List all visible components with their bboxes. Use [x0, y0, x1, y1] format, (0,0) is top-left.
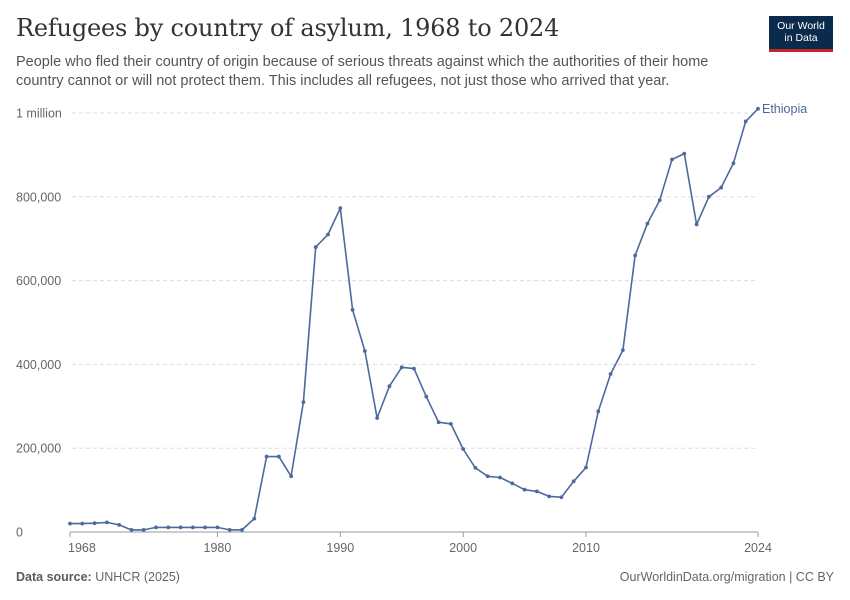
chart-subtitle: People who fled their country of origin … [16, 54, 709, 89]
data-point[interactable] [498, 475, 502, 480]
data-point[interactable] [190, 525, 195, 530]
data-point[interactable] [756, 106, 760, 111]
data-point[interactable] [166, 525, 171, 530]
data-point[interactable] [240, 528, 244, 532]
data-point[interactable] [719, 185, 724, 190]
data-point[interactable] [743, 119, 748, 124]
data-point[interactable] [399, 365, 404, 370]
x-tick-label: 2024 [744, 541, 772, 555]
data-point[interactable] [522, 487, 527, 492]
data-point[interactable] [80, 521, 85, 526]
data-source: Data source: UNHCR (2025) [16, 570, 180, 584]
chart-title: Refugees by country of asylum, 1968 to 2… [16, 14, 560, 42]
data-point[interactable] [301, 400, 306, 405]
data-point[interactable] [473, 465, 478, 470]
data-point[interactable] [694, 222, 699, 227]
series-label: Ethiopia [762, 102, 807, 116]
gridlines [72, 112, 758, 449]
data-point[interactable] [608, 372, 613, 376]
data-point[interactable] [510, 481, 515, 486]
data-point[interactable] [68, 521, 72, 526]
data-point[interactable] [645, 221, 650, 226]
data-source-value: UNHCR (2025) [95, 570, 180, 584]
data-point[interactable] [117, 522, 122, 527]
x-tick-label: 1990 [326, 541, 354, 555]
x-tick-label: 2000 [449, 541, 477, 555]
data-point[interactable] [338, 206, 343, 211]
data-point[interactable] [215, 525, 220, 530]
data-point[interactable] [485, 474, 490, 479]
data-point[interactable] [387, 384, 392, 389]
data-point[interactable] [252, 516, 257, 521]
data-point[interactable] [682, 151, 687, 156]
data-point[interactable] [129, 528, 134, 532]
data-point[interactable] [375, 416, 380, 420]
data-point[interactable] [264, 454, 269, 459]
data-point[interactable] [424, 394, 429, 399]
data-point[interactable] [547, 494, 552, 499]
data-point[interactable] [633, 253, 638, 258]
x-tick-label: 1980 [204, 541, 232, 555]
data-point[interactable] [461, 447, 466, 451]
data-point[interactable] [178, 525, 183, 530]
data-point[interactable] [584, 465, 588, 470]
series-group: Ethiopia [68, 102, 807, 532]
data-point[interactable] [203, 525, 208, 530]
owid-logo[interactable]: Our World in Data [769, 16, 833, 52]
y-tick-label: 1 million [16, 107, 62, 121]
data-point[interactable] [559, 495, 564, 500]
data-point[interactable] [620, 348, 625, 353]
logo-line-1: Our World [777, 20, 825, 32]
y-tick-label: 200,000 [16, 442, 61, 456]
logo-line-2: in Data [784, 32, 818, 44]
data-point[interactable] [362, 349, 367, 353]
y-axis-ticks: 0 200,000 400,000 600,000 800,000 1 million [16, 107, 62, 540]
data-point[interactable] [326, 232, 330, 237]
x-tick-label: 1968 [68, 541, 96, 555]
data-point[interactable] [534, 489, 539, 494]
data-point[interactable] [154, 525, 158, 530]
y-tick-label: 0 [16, 526, 23, 540]
data-point[interactable] [412, 366, 416, 371]
y-tick-label: 400,000 [16, 358, 61, 372]
data-point[interactable] [276, 454, 281, 459]
data-point[interactable] [731, 161, 736, 166]
data-point[interactable] [227, 528, 232, 532]
data-point[interactable] [670, 157, 674, 162]
data-point[interactable] [313, 245, 318, 249]
data-point[interactable] [436, 420, 441, 425]
data-point[interactable] [448, 421, 453, 426]
data-point[interactable] [141, 528, 146, 532]
data-source-label: Data source: [16, 570, 92, 584]
data-point[interactable] [706, 194, 711, 199]
data-point[interactable] [571, 479, 576, 484]
footer-link[interactable]: OurWorldinData.org/migration | CC BY [619, 570, 834, 584]
data-point[interactable] [289, 474, 294, 479]
series-line-ethiopia[interactable] [70, 108, 759, 531]
data-point[interactable] [350, 308, 355, 312]
y-tick-label: 600,000 [16, 274, 61, 288]
data-point[interactable] [657, 198, 662, 203]
data-point[interactable] [92, 521, 97, 526]
data-point[interactable] [596, 409, 601, 414]
y-tick-label: 800,000 [16, 190, 61, 204]
data-point[interactable] [104, 520, 109, 525]
x-axis: 1968 1980 1990 2000 2010 2024 [68, 531, 772, 555]
x-tick-label: 2010 [572, 541, 600, 555]
